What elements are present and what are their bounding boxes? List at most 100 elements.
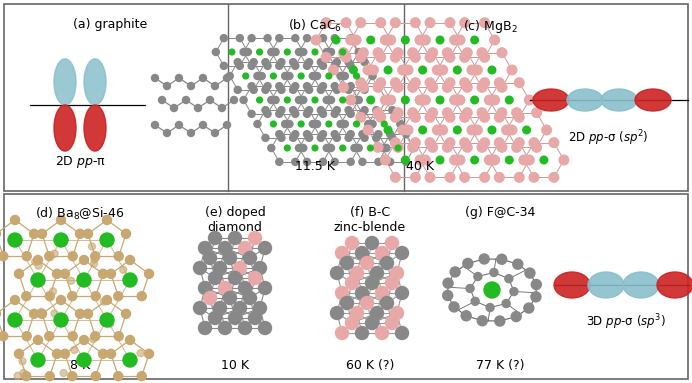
Circle shape [356,18,365,28]
Circle shape [356,78,365,87]
Circle shape [123,273,137,287]
Text: 10 K: 10 K [221,359,249,372]
Circle shape [312,97,318,103]
Circle shape [107,269,116,278]
Circle shape [331,267,343,280]
Circle shape [453,66,461,74]
Circle shape [514,172,524,182]
Circle shape [318,59,325,65]
Circle shape [436,156,444,164]
Ellipse shape [601,89,637,111]
Circle shape [208,231,221,244]
Circle shape [77,273,91,287]
Circle shape [188,129,194,136]
Circle shape [320,131,327,137]
Circle shape [123,353,137,367]
Circle shape [340,145,345,151]
Circle shape [365,316,379,329]
Circle shape [224,291,237,304]
Circle shape [505,96,513,104]
Circle shape [390,172,400,182]
Circle shape [408,82,417,92]
Circle shape [331,83,338,90]
Circle shape [45,372,54,381]
Circle shape [194,262,206,275]
Circle shape [375,158,382,165]
Ellipse shape [54,59,76,105]
Circle shape [387,131,394,137]
Circle shape [298,121,304,127]
Circle shape [473,65,482,75]
Circle shape [519,155,529,165]
Circle shape [531,280,541,290]
Circle shape [137,292,146,301]
Circle shape [442,48,452,57]
Circle shape [356,247,369,260]
Circle shape [220,62,228,69]
Circle shape [361,257,374,270]
Circle shape [309,72,316,80]
Circle shape [282,121,289,128]
Circle shape [278,134,285,141]
Circle shape [421,95,430,105]
Circle shape [334,59,340,65]
Circle shape [19,358,26,365]
Text: (e) doped
diamond: (e) doped diamond [205,206,265,234]
Circle shape [331,34,338,42]
Circle shape [477,108,486,118]
Circle shape [248,311,262,324]
Circle shape [264,83,271,90]
Circle shape [254,72,261,80]
Circle shape [10,216,19,224]
Ellipse shape [533,89,569,111]
Circle shape [471,96,478,104]
Circle shape [512,142,521,152]
Circle shape [312,145,318,151]
Circle shape [290,106,297,114]
Circle shape [365,236,379,249]
Circle shape [337,72,344,80]
Circle shape [230,97,237,103]
Circle shape [381,257,394,270]
Ellipse shape [554,272,590,298]
Circle shape [525,155,534,165]
Circle shape [68,277,75,284]
Circle shape [84,229,93,238]
Circle shape [367,97,373,103]
Circle shape [355,144,362,152]
Circle shape [403,125,413,135]
Circle shape [488,66,495,74]
Circle shape [0,252,8,261]
Circle shape [361,134,368,141]
Circle shape [351,267,363,280]
Text: 2D $pp$-π: 2D $pp$-π [55,154,106,170]
Circle shape [91,292,100,301]
Circle shape [410,78,420,87]
Circle shape [323,144,330,152]
Ellipse shape [657,272,692,298]
Circle shape [442,82,452,92]
Circle shape [170,105,178,111]
Circle shape [347,62,354,69]
Circle shape [449,302,459,312]
Circle shape [331,62,338,69]
Circle shape [340,296,354,309]
Circle shape [254,121,261,128]
Circle shape [292,131,299,137]
Circle shape [396,247,408,260]
Circle shape [455,155,465,165]
Circle shape [219,321,232,334]
Circle shape [359,158,366,165]
Circle shape [50,288,57,295]
Circle shape [320,83,327,90]
Circle shape [286,121,293,128]
Circle shape [460,18,469,28]
Circle shape [356,52,365,62]
Ellipse shape [635,89,671,111]
Circle shape [532,142,541,152]
Circle shape [8,233,22,247]
Circle shape [199,282,212,295]
Circle shape [45,292,54,301]
Text: 60 K (?): 60 K (?) [346,359,394,372]
Circle shape [373,134,380,141]
